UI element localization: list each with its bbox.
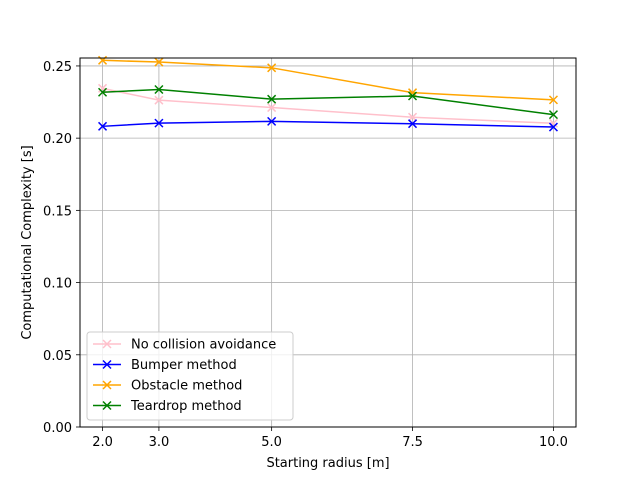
x-tick-label: 7.5 [402,435,423,450]
x-tick-label: 5.0 [261,435,282,450]
series-teardrop-method [98,84,558,120]
legend-box [86,331,294,421]
marker-stroke [154,84,164,95]
legend-swatch-marker [102,339,112,349]
marker-stroke [98,87,108,97]
x-tick-label: 2.0 [92,435,113,450]
series-no-collision-avoidance [98,83,558,128]
data-point-marker [548,110,558,120]
data-point-marker [267,116,277,126]
marker-stroke [267,116,277,126]
legend-swatch-marker [102,359,112,370]
marker-stroke [154,118,164,128]
marker-stroke [548,110,558,120]
data-point-marker [548,122,558,132]
axis-ticks: 2.0 3.0 5.0 7.5 10.0 0.00 0.05 0.10 0.15 0.20 0.25 [43,60,568,450]
legend-label: Teardrop method [130,399,242,414]
legend-entry: Teardrop method [93,399,242,414]
marker-stroke [408,112,418,122]
marker-stroke [102,359,112,370]
marker-stroke [154,57,164,67]
x-axis-label: Starting radius [m] [266,456,389,471]
marker-stroke [98,83,108,93]
data-point-marker [154,84,164,95]
data-point-marker [267,63,277,73]
marker-stroke [154,95,164,105]
data-point-marker [408,119,418,129]
y-axis-label: Computational Complexity [s] [20,145,35,339]
marker-stroke [267,94,277,104]
marker-stroke [548,118,558,128]
data-point-marker [548,118,558,128]
marker-stroke [548,122,558,132]
data-point-marker [267,103,277,113]
y-tick-label: 0.20 [43,132,72,147]
legend-label: Obstacle method [131,379,242,394]
y-tick-label: 0.00 [43,421,72,436]
x-tick-label: 3.0 [149,435,170,450]
data-point-marker [267,94,277,104]
y-tick-label: 0.05 [43,349,72,364]
marker-stroke [548,95,558,105]
legend-entry: Obstacle method [93,379,242,394]
data-point-marker [154,118,164,128]
marker-stroke [408,119,418,129]
y-tick-label: 0.15 [43,204,72,219]
x-tick-label: 10.0 [539,435,568,450]
marker-stroke [102,380,112,390]
data-point-marker [408,91,418,101]
data-point-marker [98,87,108,97]
y-tick-label: 0.10 [43,277,72,292]
legend-entry: Bumper method [93,358,237,373]
legend-entry: No collision avoidance [93,338,276,353]
legend-swatch-marker [102,400,112,411]
marker-stroke [267,63,277,73]
legend-label: No collision avoidance [131,338,276,353]
data-point-marker [154,57,164,67]
data-point-marker [154,95,164,105]
data-point-marker [408,112,418,122]
marker-stroke [408,91,418,101]
data-point-marker [548,95,558,105]
legend-label: Bumper method [131,358,237,373]
marker-stroke [98,121,108,131]
data-point-marker [98,83,108,93]
series-bumper-method [98,116,558,132]
legend: No collision avoidance Bumper method Obsta… [86,331,294,421]
marker-stroke [102,400,112,411]
grid-lines [80,58,576,428]
legend-swatch-marker [102,380,112,390]
data-point-marker [98,121,108,131]
plot-area-frame [79,57,577,428]
marker-stroke [267,103,277,113]
marker-stroke [102,339,112,349]
y-tick-label: 0.25 [43,60,72,75]
